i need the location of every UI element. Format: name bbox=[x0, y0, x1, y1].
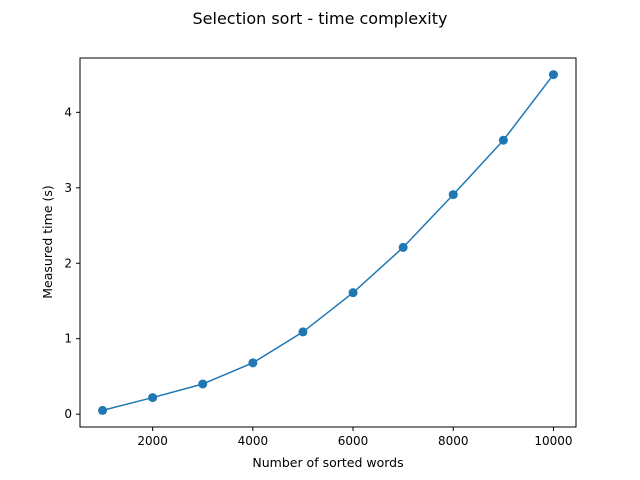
data-point bbox=[298, 327, 308, 337]
plot-frame bbox=[79, 57, 577, 428]
data-point bbox=[498, 135, 508, 145]
data-point bbox=[98, 405, 108, 415]
y-axis-label: Measured time (s) bbox=[40, 185, 55, 299]
data-point bbox=[398, 242, 408, 252]
y-tick-label: 4 bbox=[64, 105, 72, 119]
data-point bbox=[198, 379, 208, 389]
y-tick-label: 0 bbox=[64, 407, 72, 421]
data-point bbox=[348, 288, 358, 298]
data-point bbox=[548, 70, 558, 80]
data-point bbox=[448, 190, 458, 200]
y-tick-label: 1 bbox=[64, 332, 72, 346]
x-axis: 2000 4000 6000 8000 10000 bbox=[137, 427, 573, 448]
x-axis-label: Number of sorted words bbox=[252, 455, 403, 470]
series-layer bbox=[98, 70, 558, 415]
x-tick-label: 2000 bbox=[137, 434, 168, 448]
chart-title: Selection sort - time complexity bbox=[193, 9, 448, 28]
x-tick-label: 10000 bbox=[534, 434, 572, 448]
x-tick-label: 8000 bbox=[438, 434, 469, 448]
x-tick-label: 4000 bbox=[238, 434, 269, 448]
data-point bbox=[248, 358, 258, 368]
y-tick-label: 2 bbox=[64, 256, 72, 270]
x-tick-label: 6000 bbox=[338, 434, 369, 448]
series-line bbox=[102, 74, 555, 412]
data-point bbox=[148, 393, 158, 403]
y-tick-label: 3 bbox=[64, 181, 72, 195]
y-axis: 0 1 2 3 4 bbox=[64, 105, 80, 421]
